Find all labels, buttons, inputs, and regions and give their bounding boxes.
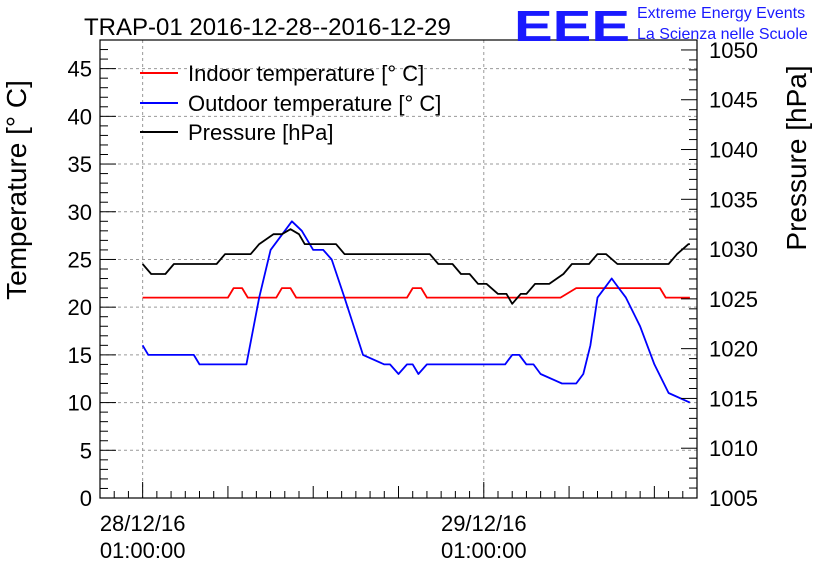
- x-tick-label-time: 01:00:00: [441, 538, 527, 563]
- logo-line1: Extreme Energy Events: [637, 5, 805, 22]
- y-right-tick-label: 1020: [709, 337, 758, 362]
- x-tick-label-time: 01:00:00: [100, 538, 186, 563]
- series-indoor-temperature: [142, 287, 690, 299]
- y-left-tick-label: 5: [80, 438, 92, 463]
- logo-letters: EEE: [514, 2, 630, 51]
- eee-logo: EEE Extreme Energy Events La Scienza nel…: [514, 2, 808, 51]
- y-left-tick-label: 40: [68, 104, 92, 129]
- y-axis-right: 1005 1010 1015 1020 1025 1030 1035 1040 1045 1050: [681, 38, 758, 511]
- y-left-tick-label: 15: [68, 343, 92, 368]
- y-right-tick-label: 1005: [709, 486, 758, 511]
- series-pressure: [141, 228, 690, 305]
- y-right-tick-label: 1010: [709, 436, 758, 461]
- grid-lines: [100, 40, 697, 498]
- plot-series: [141, 220, 691, 404]
- x-tick-label-date: 29/12/16: [441, 511, 527, 536]
- legend-label-pressure: Pressure [hPa]: [188, 120, 334, 145]
- y-left-tick-label: 10: [68, 391, 92, 416]
- logo-line2: La Scienza nelle Scuole: [637, 26, 808, 43]
- y-axis-right-label: Pressure [hPa]: [781, 65, 812, 250]
- y-left-tick-label: 0: [80, 486, 92, 511]
- y-left-tick-label: 20: [68, 295, 92, 320]
- y-left-tick-label: 25: [68, 247, 92, 272]
- legend: Indoor temperature [° C] Outdoor tempera…: [140, 61, 441, 145]
- x-tick-label-date: 28/12/16: [100, 511, 186, 536]
- series-outdoor-temperature: [141, 220, 691, 404]
- y-axis-left-label: Temperature [° C]: [1, 80, 32, 300]
- y-right-tick-label: 1015: [709, 386, 758, 411]
- y-left-tick-label: 45: [68, 57, 92, 82]
- y-right-tick-label: 1035: [709, 187, 758, 212]
- y-right-tick-label: 1050: [709, 38, 758, 63]
- y-right-tick-label: 1025: [709, 287, 758, 312]
- y-right-tick-label: 1045: [709, 88, 758, 113]
- y-right-tick-label: 1030: [709, 237, 758, 262]
- y-axis-left: 0 5 10 15 20 25 30 35 40 45: [68, 39, 116, 511]
- y-left-tick-label: 35: [68, 152, 92, 177]
- y-right-tick-label: 1040: [709, 138, 758, 163]
- legend-label-indoor: Indoor temperature [° C]: [188, 61, 424, 86]
- y-left-tick-label: 30: [68, 200, 92, 225]
- legend-label-outdoor: Outdoor temperature [° C]: [188, 91, 441, 116]
- chart-title: TRAP-01 2016-12-28--2016-12-29: [84, 14, 451, 41]
